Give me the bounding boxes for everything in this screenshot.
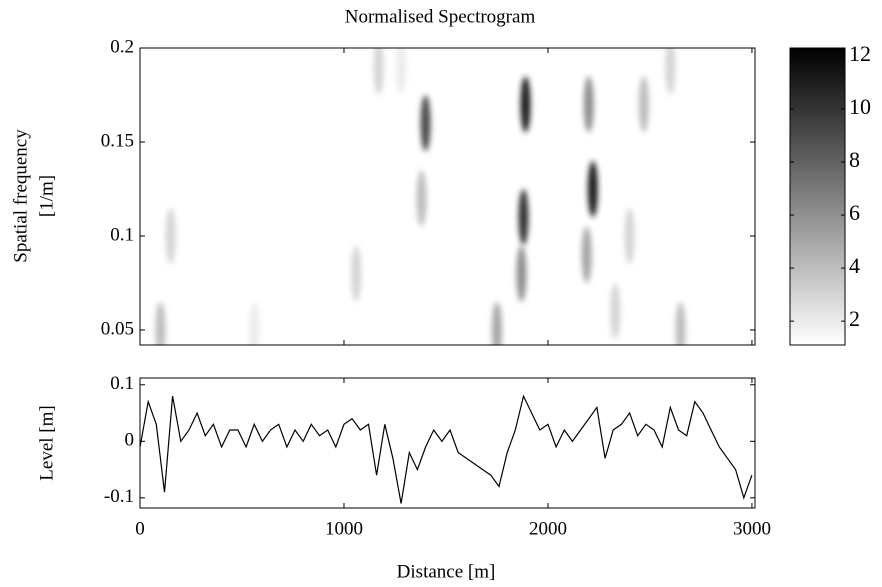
heatmap-cell (396, 48, 407, 95)
heatmap-cell (491, 301, 502, 345)
colorbar-tick-label: 12 (849, 41, 871, 66)
heatmap-cell (581, 226, 592, 283)
y-tick-label: 0.1 (110, 373, 134, 394)
heatmap-cell (583, 76, 594, 133)
heatmap-cell (665, 48, 676, 95)
colorbar-tick-label: 10 (849, 94, 871, 119)
heatmap-cell (373, 48, 384, 95)
colorbar-frame (789, 47, 846, 346)
x-axis-label: Distance [m] (397, 561, 496, 582)
y-tick-label: 0.05 (101, 318, 134, 339)
colorbar-tick-label: 2 (849, 306, 860, 331)
colorbar (790, 48, 845, 345)
y-axis-label: [1/m] (36, 175, 57, 217)
x-tick-label: 3000 (733, 518, 771, 539)
y-tick-label: -0.1 (104, 486, 134, 507)
heatmap (155, 48, 686, 345)
heatmap-cell (624, 207, 635, 264)
heatmap-cell (416, 170, 427, 227)
heatmap-cell (420, 95, 431, 152)
colorbar-tick-label: 4 (849, 253, 860, 278)
heatmap-cell (249, 301, 260, 345)
y-tick-label: 0 (125, 430, 135, 451)
heatmap-cell (638, 76, 649, 133)
y-axis-label: Level [m] (36, 405, 57, 480)
plot-frame (139, 377, 756, 509)
heatmap-cell (675, 301, 686, 345)
heatmap-cell (155, 301, 166, 345)
colorbar-tick-label: 6 (849, 200, 860, 225)
x-tick-label: 2000 (529, 518, 567, 539)
plot-frame (139, 47, 756, 346)
heatmap-cell (351, 245, 362, 302)
y-tick-label: 0.1 (110, 224, 134, 245)
heatmap-cell (165, 207, 176, 264)
heatmap-cell (587, 160, 598, 217)
x-tick-label: 0 (135, 518, 145, 539)
colorbar-tick-label: 8 (849, 147, 860, 172)
y-tick-label: 0.15 (101, 130, 134, 151)
heatmap-cell (516, 245, 527, 302)
heatmap-cell (610, 283, 621, 340)
heatmap-cell (518, 189, 529, 246)
line-series (139, 394, 753, 504)
y-axis-label: Spatial frequency (10, 129, 31, 263)
heatmap-cell (520, 76, 531, 133)
x-tick-label: 1000 (325, 518, 363, 539)
chart-title: Normalised Spectrogram (345, 6, 536, 27)
y-tick-label: 0.2 (110, 36, 134, 57)
